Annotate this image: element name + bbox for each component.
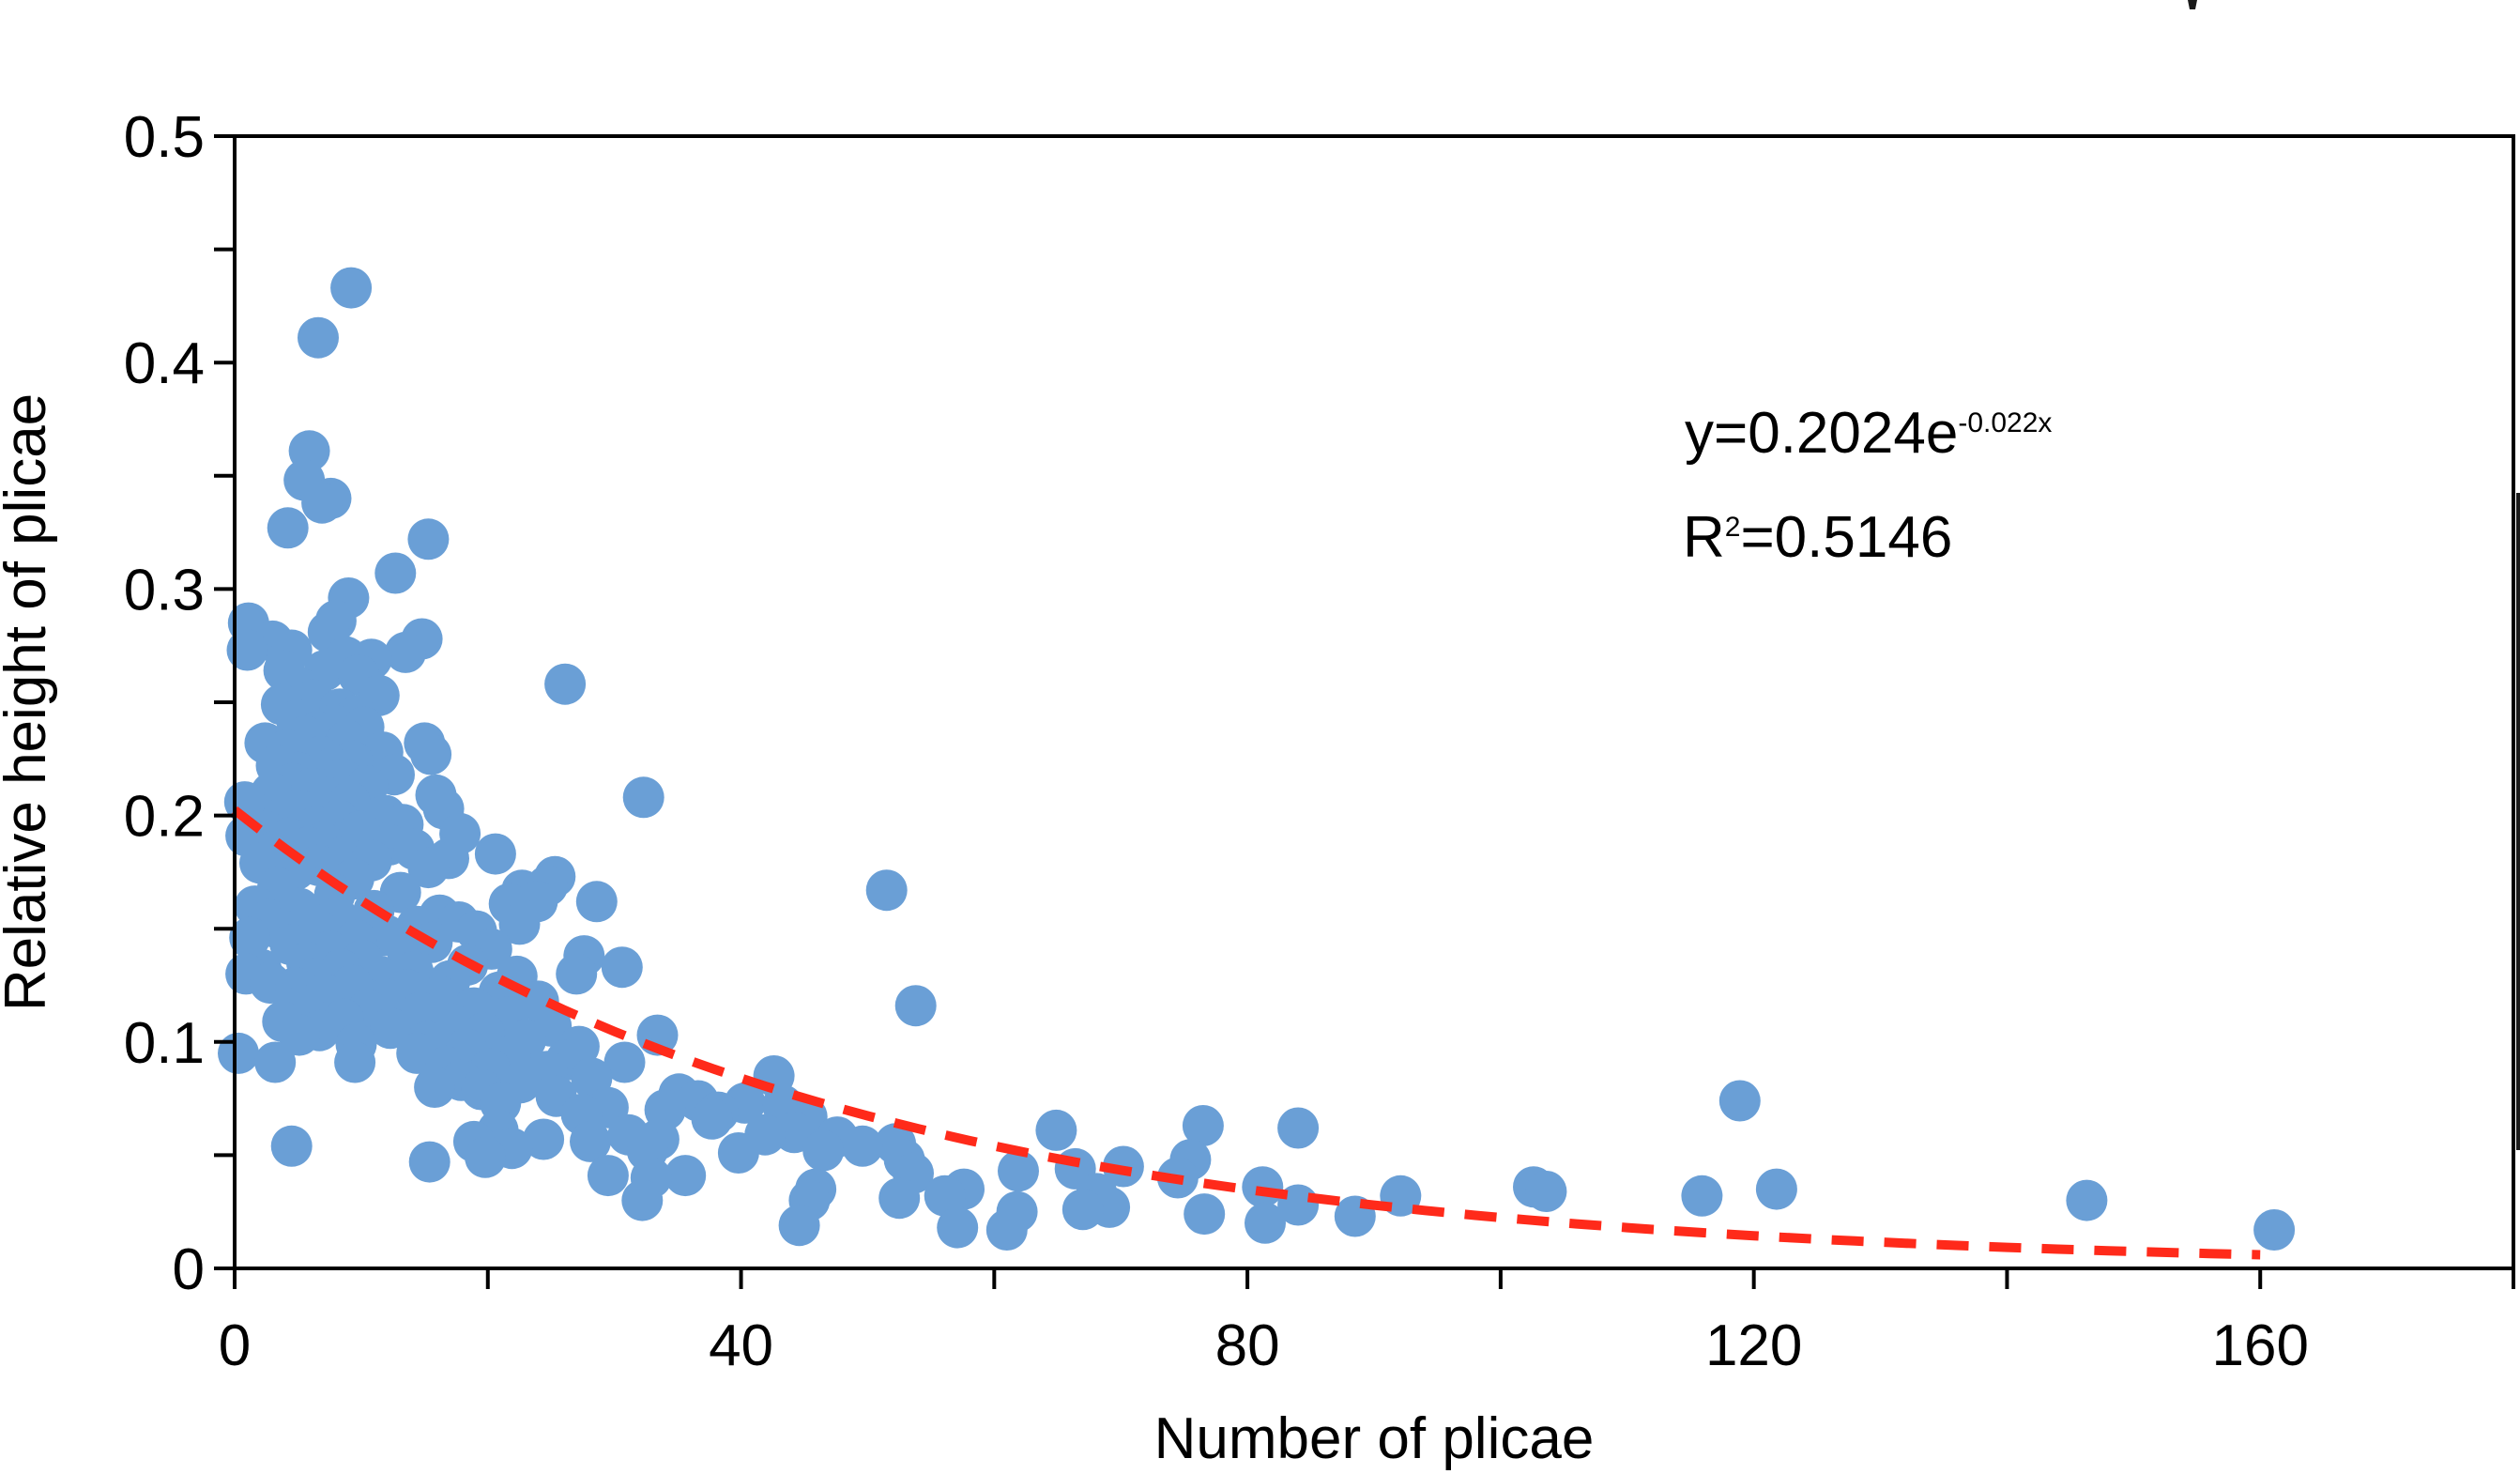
data-point-223 bbox=[1681, 1175, 1723, 1217]
data-point-201 bbox=[802, 1129, 845, 1172]
axis-ticks bbox=[214, 134, 2515, 1289]
data-point-80 bbox=[407, 847, 450, 889]
fit-equation-exponent: -0.022x bbox=[1958, 407, 2052, 438]
data-point-185 bbox=[1277, 1107, 1320, 1149]
data-point-170 bbox=[414, 1067, 456, 1108]
data-point-195 bbox=[570, 1120, 611, 1162]
data-point-8 bbox=[374, 552, 417, 594]
y-tick-label-0.4: 0.4 bbox=[124, 331, 205, 396]
partial-mark-top-right bbox=[2188, 0, 2197, 9]
data-point-233 bbox=[1184, 1193, 1226, 1236]
data-point-238 bbox=[985, 1209, 1028, 1251]
data-point-206 bbox=[408, 1141, 451, 1183]
data-point-203 bbox=[465, 1136, 507, 1178]
data-point-211 bbox=[587, 1155, 629, 1197]
data-point-161 bbox=[334, 1041, 376, 1083]
r-squared-value: =0.5146 bbox=[1740, 505, 1952, 570]
data-point-160 bbox=[254, 1041, 297, 1083]
x-tick-label-160: 160 bbox=[2211, 1313, 2308, 1378]
data-point-0 bbox=[330, 267, 373, 309]
partial-mark-right-edge bbox=[2516, 493, 2520, 1150]
data-point-193 bbox=[523, 1118, 565, 1160]
y-tick-label-0.3: 0.3 bbox=[124, 558, 205, 622]
data-point-5 bbox=[301, 482, 344, 524]
y-tick-label-0.1: 0.1 bbox=[124, 1011, 205, 1076]
plot-area: 0 40 80 120 160 0 0.1 0.2 0.3 0.4 0.5 bbox=[124, 105, 2515, 1378]
data-point-224 bbox=[924, 1175, 966, 1217]
data-point-106 bbox=[229, 916, 271, 959]
fit-equation: y=0.2024e-0.022x bbox=[1685, 401, 2052, 466]
data-point-117 bbox=[601, 946, 643, 989]
data-point-239 bbox=[2253, 1209, 2296, 1251]
y-tick-label-0.2: 0.2 bbox=[124, 785, 205, 850]
data-point-198 bbox=[270, 1125, 313, 1167]
data-point-23 bbox=[544, 663, 587, 705]
data-point-197 bbox=[842, 1125, 883, 1167]
data-point-146 bbox=[369, 1007, 411, 1050]
data-point-54 bbox=[622, 776, 664, 819]
axis-tick-labels: 0 40 80 120 160 0 0.1 0.2 0.3 0.4 0.5 bbox=[124, 105, 2309, 1378]
data-point-136 bbox=[894, 985, 937, 1027]
data-point-240 bbox=[1718, 1080, 1761, 1122]
r-squared-symbol: R bbox=[1683, 505, 1725, 570]
data-point-221 bbox=[1755, 1168, 1797, 1210]
data-point-16 bbox=[226, 629, 268, 671]
data-point-156 bbox=[218, 1032, 259, 1074]
data-point-227 bbox=[2066, 1179, 2108, 1221]
data-point-121 bbox=[556, 953, 598, 995]
data-point-219 bbox=[1525, 1171, 1567, 1212]
y-tick-label-0: 0 bbox=[173, 1237, 205, 1302]
data-point-87 bbox=[865, 869, 908, 912]
x-tick-label-120: 120 bbox=[1705, 1313, 1802, 1378]
data-point-231 bbox=[1061, 1189, 1104, 1231]
data-point-100 bbox=[498, 903, 541, 945]
data-point-1 bbox=[298, 316, 339, 359]
data-point-17 bbox=[385, 631, 427, 673]
data-point-7 bbox=[407, 518, 450, 560]
data-point-74 bbox=[474, 833, 516, 875]
data-point-236 bbox=[778, 1205, 820, 1247]
data-point-90 bbox=[575, 881, 618, 923]
data-point-202 bbox=[717, 1132, 759, 1174]
data-point-237 bbox=[937, 1206, 979, 1249]
data-point-209 bbox=[998, 1150, 1039, 1192]
x-tick-label-40: 40 bbox=[709, 1313, 773, 1378]
y-tick-label-0.5: 0.5 bbox=[124, 105, 205, 170]
fit-equation-main: y=0.2024e bbox=[1685, 401, 1958, 466]
data-point-183 bbox=[691, 1098, 733, 1140]
r-squared-label: R2=0.5146 bbox=[1683, 505, 1952, 570]
y-axis-title: Relative height of plicae bbox=[0, 393, 58, 1011]
data-point-212 bbox=[664, 1155, 707, 1197]
data-point-235 bbox=[1245, 1202, 1286, 1244]
data-point-184 bbox=[1182, 1105, 1224, 1146]
data-point-186 bbox=[1035, 1109, 1077, 1151]
fit-curve bbox=[231, 806, 2261, 1260]
data-point-162 bbox=[603, 1041, 646, 1083]
data-point-6 bbox=[267, 507, 309, 549]
r-squared-exponent: 2 bbox=[1725, 512, 1741, 543]
data-point-150 bbox=[278, 1014, 320, 1056]
x-tick-label-0: 0 bbox=[219, 1313, 251, 1378]
x-axis-title: Number of plicae bbox=[1154, 1406, 1595, 1471]
x-tick-label-80: 80 bbox=[1215, 1313, 1280, 1378]
data-point-40 bbox=[410, 733, 452, 775]
data-point-228 bbox=[621, 1179, 664, 1221]
data-point-225 bbox=[878, 1177, 921, 1220]
